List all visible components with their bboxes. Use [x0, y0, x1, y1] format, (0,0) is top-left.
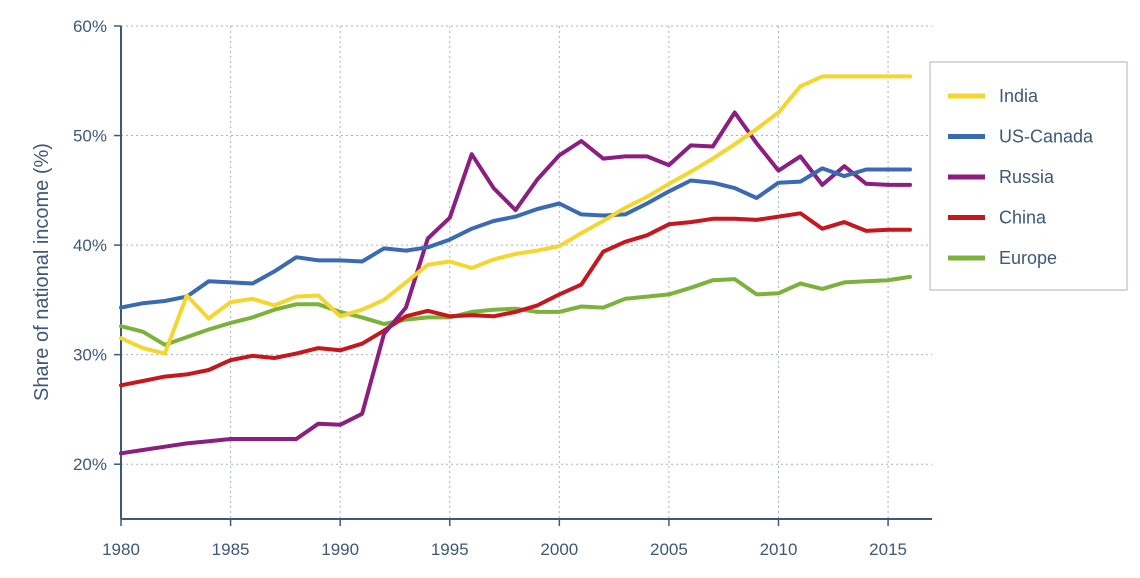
series-line-india [119, 74, 912, 356]
gridlines [121, 25, 932, 519]
legend-label-us-canada: US-Canada [999, 127, 1094, 147]
series-line-russia [119, 110, 912, 456]
series-line-china [119, 211, 912, 388]
y-tick-label: 30% [73, 346, 107, 365]
legend-label-russia: Russia [999, 167, 1055, 187]
x-tick-label: 2010 [760, 540, 798, 559]
x-tick-label: 2005 [650, 540, 688, 559]
x-tick-label: 1990 [321, 540, 359, 559]
x-tick-label: 1985 [212, 540, 250, 559]
legend-label-china: China [999, 208, 1047, 228]
y-tick-label: 50% [73, 127, 107, 146]
series-lines [119, 74, 912, 456]
series-line-europe [119, 274, 912, 347]
y-tick-label: 60% [73, 17, 107, 36]
x-tick-label: 2000 [540, 540, 578, 559]
x-tick-label: 1980 [102, 540, 140, 559]
x-ticks: 1980 1985 1990 1995 2000 2005 2010 2015 [102, 519, 907, 559]
y-tick-label: 20% [73, 455, 107, 474]
legend-label-india: India [999, 86, 1039, 106]
legend: India US-Canada Russia China Europe [929, 61, 1128, 291]
x-tick-label: 1995 [431, 540, 469, 559]
axes [120, 26, 932, 520]
x-tick-label: 2015 [869, 540, 907, 559]
y-ticks: 20% 30% 40% 50% 60% [73, 17, 121, 474]
y-tick-label: 40% [73, 236, 107, 255]
series-line-us-canada [119, 166, 912, 310]
y-axis-label: Share of national income (%) [31, 143, 53, 401]
legend-label-europe: Europe [999, 248, 1057, 268]
